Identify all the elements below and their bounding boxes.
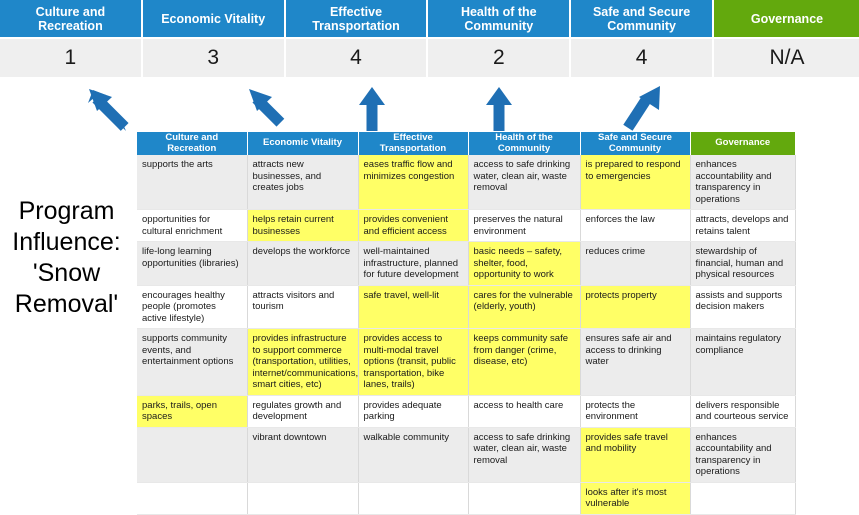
matrix-cell: preserves the natural environment: [468, 209, 581, 242]
matrix-cell: access to health care: [468, 395, 581, 428]
matrix-cell: enhances accountability and transparency…: [690, 155, 796, 210]
banner-score-6: N/A: [713, 39, 859, 77]
blue-arrow-5: [623, 86, 660, 131]
matrix-col-header-2: Economic Vitality: [247, 132, 359, 155]
matrix-header-row: Culture and Recreation Economic Vitality E…: [137, 132, 795, 155]
matrix-cell: helps retain current businesses: [247, 209, 359, 242]
matrix-col-header-4: Health of the Community: [468, 132, 581, 155]
matrix-row: supports the arts attracts new businesses…: [137, 155, 796, 210]
matrix-cell: access to safe drinking water, clean air…: [468, 427, 581, 483]
program-influence-line-4: Removal': [14, 290, 119, 318]
matrix-cell: [137, 482, 248, 515]
matrix-cell: well-maintained infrastructure, planned …: [358, 241, 469, 286]
matrix-row: vibrant downtown walkable community access…: [137, 427, 796, 483]
matrix-cell: assists and supports decision makers: [690, 285, 796, 329]
banner-header-6: Governance: [713, 0, 859, 37]
matrix-cell: is prepared to respond to emergencies: [580, 155, 691, 210]
banner-score-4: 2: [428, 39, 572, 77]
matrix-cell: attracts new businesses, and creates job…: [247, 155, 359, 210]
matrix-cell: protects the environment: [580, 395, 691, 428]
matrix-col-header-5: Safe and Secure Community: [580, 132, 691, 155]
matrix-cell: supports community events, and entertain…: [137, 328, 248, 396]
blue-arrow-1: [88, 89, 129, 131]
blue-arrow-2: [249, 89, 285, 127]
matrix-cell: parks, trails, open spaces: [137, 395, 248, 428]
matrix-cell: access to safe drinking water, clean air…: [468, 155, 581, 210]
banner-score-1: 1: [0, 39, 143, 77]
matrix-cell: [358, 482, 469, 515]
arrow-layer: [0, 77, 859, 135]
matrix-cell: [247, 482, 359, 515]
banner-value-row: 1 3 4 2 4 N/A: [0, 39, 859, 77]
matrix-row: encourages healthy people (promotes acti…: [137, 285, 796, 329]
blue-arrow-4: [486, 87, 512, 131]
banner-header-4: Health of the Community: [428, 0, 572, 37]
matrix-body: supports the arts attracts new businesses…: [137, 155, 796, 515]
matrix-cell: protects property: [580, 285, 691, 329]
banner-header-5: Safe and Secure Community: [571, 0, 714, 37]
program-influence-label: Program Influence: 'Snow Removal': [0, 196, 133, 320]
banner-header-1: Culture and Recreation: [0, 0, 143, 37]
matrix-cell: basic needs – safety, shelter, food, opp…: [468, 241, 581, 286]
program-influence-line-2: Influence:: [12, 228, 121, 256]
matrix-cell: supports the arts: [137, 155, 248, 210]
matrix-col-header-3: Effective Transportation: [358, 132, 469, 155]
matrix-cell: delivers responsible and courteous servi…: [690, 395, 796, 428]
matrix-cell: life-long learning opportunities (librar…: [137, 241, 248, 286]
matrix-cell: ensures safe air and access to drinking …: [580, 328, 691, 396]
matrix-cell: provides adequate parking: [358, 395, 469, 428]
scorecard-banner: Culture and Recreation Economic Vitality E…: [0, 0, 859, 77]
banner-score-5: 4: [571, 39, 714, 77]
matrix-cell: eases traffic flow and minimizes congest…: [358, 155, 469, 210]
banner-score-2: 3: [142, 39, 286, 77]
matrix-cell: provides convenient and efficient access: [358, 209, 469, 242]
matrix-cell: [690, 482, 796, 515]
matrix-cell: [137, 427, 248, 483]
matrix-cell: provides access to multi-modal travel op…: [358, 328, 469, 396]
matrix-header: Culture and Recreation Economic Vitality E…: [137, 132, 795, 155]
matrix-cell: provides infrastructure to support comme…: [247, 328, 359, 396]
matrix-row: life-long learning opportunities (librar…: [137, 241, 796, 286]
matrix-cell: provides safe travel and mobility: [580, 427, 691, 483]
matrix-row: supports community events, and entertain…: [137, 328, 796, 396]
banner-header-3: Effective Transportation: [285, 0, 429, 37]
program-influence-line-3: 'Snow: [32, 259, 101, 287]
matrix-cell: [468, 482, 581, 515]
matrix-row: parks, trails, open spaces regulates grow…: [137, 395, 796, 428]
matrix-cell: enhances accountability and transparency…: [690, 427, 796, 483]
matrix-cell: attracts visitors and tourism: [247, 285, 359, 329]
blue-arrow-3: [359, 87, 385, 131]
matrix-cell: looks after it's most vulnerable: [580, 482, 691, 515]
matrix-cell: regulates growth and development: [247, 395, 359, 428]
matrix-cell: enforces the law: [580, 209, 691, 242]
matrix-col-header-1: Culture and Recreation: [137, 132, 248, 155]
banner-header-2: Economic Vitality: [142, 0, 286, 37]
matrix-cell: opportunities for cultural enrichment: [137, 209, 248, 242]
matrix-cell: stewardship of financial, human and phys…: [690, 241, 796, 286]
matrix-col-header-6: Governance: [690, 132, 795, 155]
program-influence-line-1: Program: [18, 197, 115, 225]
matrix-cell: keeps community safe from danger (crime,…: [468, 328, 581, 396]
banner-score-3: 4: [285, 39, 429, 77]
matrix-cell: encourages healthy people (promotes acti…: [137, 285, 248, 329]
matrix-row: looks after it's most vulnerable: [137, 482, 796, 515]
matrix-cell: walkable community: [358, 427, 469, 483]
matrix-cell: maintains regulatory compliance: [690, 328, 796, 396]
matrix-cell: cares for the vulnerable (elderly, youth…: [468, 285, 581, 329]
matrix-cell: develops the workforce: [247, 241, 359, 286]
matrix-cell: vibrant downtown: [247, 427, 359, 483]
matrix-row: opportunities for cultural enrichment hel…: [137, 209, 796, 242]
matrix-cell: attracts, develops and retains talent: [690, 209, 796, 242]
matrix-cell: safe travel, well-lit: [358, 285, 469, 329]
matrix-cell: reduces crime: [580, 241, 691, 286]
outcome-matrix-table: Culture and Recreation Economic Vitality E…: [137, 132, 796, 515]
banner-header-row: Culture and Recreation Economic Vitality E…: [0, 0, 859, 37]
